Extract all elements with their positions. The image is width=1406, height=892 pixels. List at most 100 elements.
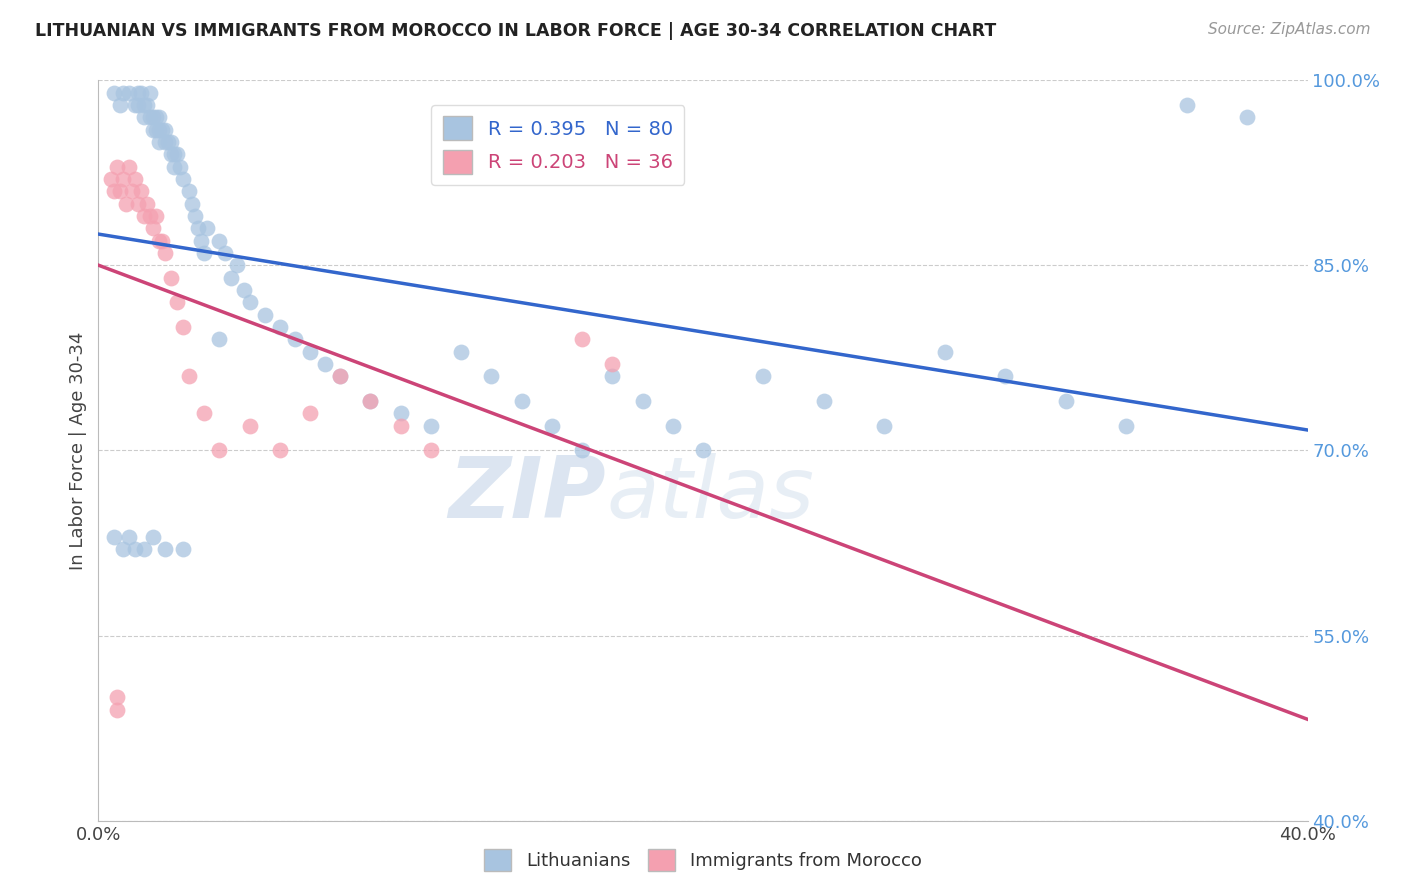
Point [172, 172, 194, 186]
Point [139, 209, 162, 223]
Point [132, 98, 155, 112]
Point [184, 209, 207, 223]
Point [314, 357, 336, 371]
Point [510, 394, 533, 409]
Point [132, 111, 155, 125]
Point [111, 86, 134, 100]
Point [226, 259, 249, 273]
Point [105, 690, 128, 705]
Point [481, 369, 503, 384]
Point [142, 530, 165, 544]
Point [934, 344, 956, 359]
Point [150, 234, 173, 248]
Point [193, 246, 215, 260]
Point [121, 184, 143, 198]
Point [208, 332, 231, 346]
Point [1175, 98, 1198, 112]
Point [153, 542, 176, 557]
Point [208, 443, 231, 458]
Point [150, 122, 173, 136]
Point [181, 196, 204, 211]
Point [163, 147, 186, 161]
Point [118, 160, 141, 174]
Point [193, 407, 215, 421]
Text: ZIP: ZIP [449, 453, 606, 536]
Point [179, 369, 201, 384]
Point [602, 369, 624, 384]
Point [269, 320, 291, 334]
Point [139, 111, 162, 125]
Point [145, 111, 167, 125]
Point [132, 209, 155, 223]
Point [148, 111, 170, 125]
Point [389, 407, 412, 421]
Point [450, 344, 472, 359]
Point [172, 542, 194, 557]
Point [299, 407, 322, 421]
Point [111, 542, 134, 557]
Point [232, 283, 254, 297]
Point [103, 184, 125, 198]
Point [571, 443, 593, 458]
Point [156, 135, 179, 149]
Point [127, 86, 149, 100]
Point [135, 196, 157, 211]
Point [118, 86, 141, 100]
Point [118, 530, 141, 544]
Point [108, 98, 131, 112]
Point [100, 172, 122, 186]
Point [172, 320, 194, 334]
Point [108, 184, 131, 198]
Point [1236, 111, 1258, 125]
Point [360, 394, 382, 409]
Point [124, 542, 146, 557]
Point [187, 221, 209, 235]
Point [163, 160, 186, 174]
Point [389, 418, 412, 433]
Point [135, 98, 157, 112]
Point [160, 147, 183, 161]
Point [148, 234, 170, 248]
Point [239, 295, 262, 310]
Point [239, 418, 262, 433]
Point [129, 184, 152, 198]
Point [692, 443, 714, 458]
Point [139, 86, 162, 100]
Point [132, 542, 155, 557]
Point [105, 160, 128, 174]
Point [1054, 394, 1077, 409]
Point [571, 332, 593, 346]
Point [114, 196, 136, 211]
Point [166, 295, 188, 310]
Y-axis label: In Labor Force | Age 30-34: In Labor Force | Age 30-34 [69, 331, 87, 570]
Point [166, 147, 188, 161]
Point [111, 172, 134, 186]
Point [420, 443, 443, 458]
Point [631, 394, 654, 409]
Point [103, 86, 125, 100]
Point [148, 122, 170, 136]
Point [153, 246, 176, 260]
Point [148, 135, 170, 149]
Text: LITHUANIAN VS IMMIGRANTS FROM MOROCCO IN LABOR FORCE | AGE 30-34 CORRELATION CHA: LITHUANIAN VS IMMIGRANTS FROM MOROCCO IN… [35, 22, 997, 40]
Point [160, 135, 183, 149]
Legend: R = 0.395   N = 80, R = 0.203   N = 36: R = 0.395 N = 80, R = 0.203 N = 36 [432, 104, 685, 186]
Point [142, 122, 165, 136]
Point [195, 221, 218, 235]
Point [540, 418, 562, 433]
Point [752, 369, 775, 384]
Point [169, 160, 191, 174]
Legend: Lithuanians, Immigrants from Morocco: Lithuanians, Immigrants from Morocco [477, 842, 929, 879]
Point [214, 246, 236, 260]
Point [179, 184, 201, 198]
Point [253, 308, 276, 322]
Point [127, 196, 149, 211]
Point [160, 270, 183, 285]
Point [284, 332, 307, 346]
Point [127, 98, 149, 112]
Point [105, 703, 128, 717]
Point [208, 234, 231, 248]
Point [661, 418, 683, 433]
Point [190, 234, 212, 248]
Text: Source: ZipAtlas.com: Source: ZipAtlas.com [1208, 22, 1371, 37]
